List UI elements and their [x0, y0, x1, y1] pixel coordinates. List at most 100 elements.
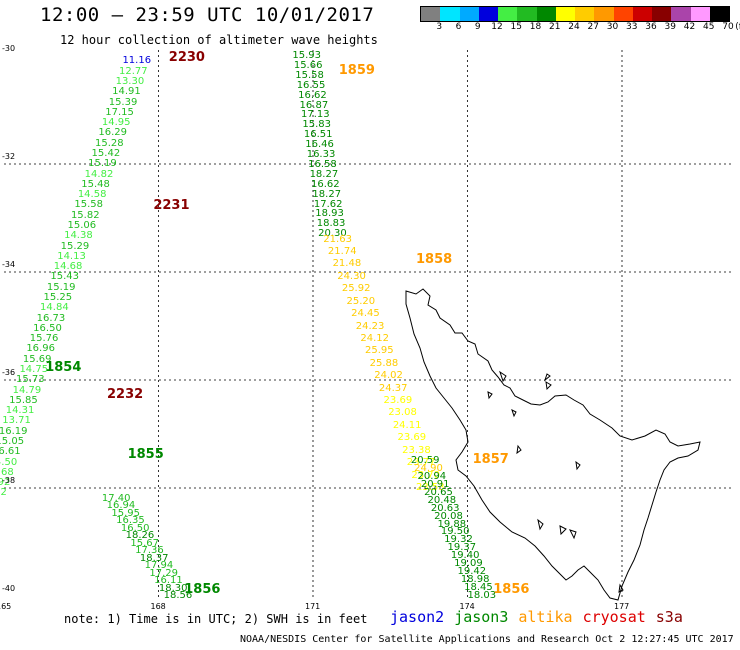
wave-height-label: 23.08: [388, 407, 417, 419]
wave-height-label: 20.08: [434, 510, 463, 522]
wave-height-label: 17.13: [300, 109, 330, 121]
wave-height-label: 13.72: [0, 487, 7, 499]
wave-height-label: 25.20: [346, 295, 376, 307]
longitude-tick: 168: [150, 602, 166, 611]
wave-height-label: 15.48: [81, 178, 110, 190]
colorbar-label: 70: [722, 22, 734, 32]
wave-height-label: 15.19: [88, 158, 117, 170]
wave-height-label: 14.13: [57, 250, 86, 262]
wave-height-label: 18.45: [464, 582, 493, 594]
wave-height-label: 19.37: [447, 542, 477, 554]
legend-jason3: jason3: [454, 608, 509, 626]
latitude-tick: -40: [2, 584, 16, 593]
wave-height-label: 20.65: [424, 486, 453, 498]
wave-height-label: 11.16: [122, 55, 152, 67]
wave-height-label: 24.90: [414, 462, 443, 474]
colorbar-label: 45: [703, 22, 715, 32]
legend-jason2: jason2: [390, 608, 445, 626]
colorbar-label: 18: [529, 22, 542, 32]
wave-height-label: 14.84: [40, 302, 69, 314]
colorbar-swatch: [440, 7, 460, 21]
wave-height-label: 16.96: [26, 343, 55, 355]
wave-height-label: 24.45: [351, 308, 380, 320]
wave-height-label: 14.82: [84, 168, 114, 180]
satellite-legend: jason2 jason3 altika cryosat s3a: [390, 608, 693, 626]
wave-height-label: 16.35: [116, 515, 145, 527]
wave-height-label: 24.30: [337, 270, 366, 282]
pass-time-label: 2230: [168, 49, 205, 65]
wave-height-label: 24.11: [392, 419, 422, 431]
wave-height-label: 15.39: [108, 96, 138, 108]
wave-height-label: 18.83: [316, 218, 346, 230]
wave-height-label: 15.29: [60, 240, 90, 252]
pass-time-label: 2232: [107, 387, 144, 403]
wave-height-label: 18.93: [315, 208, 344, 220]
wave-height-label: 13.92: [0, 477, 11, 489]
wave-height-label: 16.29: [98, 127, 128, 139]
legend-altika: altika: [518, 608, 573, 626]
colorbar-swatch: [517, 7, 537, 21]
wave-height-label: 20.91: [420, 478, 450, 490]
colorbar-label: 33: [626, 22, 638, 32]
wave-height-label: 23.70: [411, 469, 440, 481]
wave-height-label: 15.95: [111, 507, 140, 519]
wave-height-label: 15.19: [46, 281, 76, 293]
wave-height-label: 14.95: [101, 117, 131, 129]
legend-s3a: s3a: [655, 608, 683, 626]
wave-height-label: 24.02: [374, 370, 403, 382]
wave-height-label: 14.75: [19, 363, 49, 375]
wave-height-label: 14.50: [0, 456, 18, 468]
wave-height-label: 15.58: [74, 199, 104, 211]
colorbar-swatch: [478, 7, 498, 21]
wave-height-label: 16.62: [298, 89, 327, 101]
wave-height-label: 18.26: [125, 530, 155, 542]
wave-height-label: 16.87: [299, 99, 329, 111]
wave-height-label: 15.69: [22, 353, 52, 365]
page-title: 12:00 – 23:59 UTC 10/01/2017: [40, 4, 375, 26]
wave-height-label: 15.42: [91, 147, 121, 159]
latitude-tick: -30: [2, 44, 16, 53]
longitude-tick: 174: [459, 602, 475, 611]
wave-height-label: 15.82: [70, 209, 100, 221]
wave-height-label: 16.51: [303, 129, 333, 141]
wave-height-label: 15.58: [295, 69, 324, 81]
colorbar-swatch: [594, 7, 614, 21]
wave-height-label: 25.88: [369, 357, 399, 369]
wave-height-label: 15.76: [29, 333, 59, 345]
wave-height-label: 24.37: [378, 382, 408, 394]
colorbar-swatch: [498, 7, 518, 21]
wave-height-label: 20.59: [410, 455, 440, 466]
wave-height-label: 15.66: [293, 59, 323, 71]
wave-height-label: 12.77: [119, 65, 148, 77]
wave-height-label: 18.98: [460, 574, 490, 586]
latitude-tick: -36: [2, 368, 16, 377]
wave-height-label: 14.91: [112, 86, 141, 98]
colorbar-swatch: [555, 7, 575, 21]
wave-height-label: 14.68: [53, 261, 83, 273]
colorbar-swatch: [690, 7, 710, 21]
wave-height-label: 15.05: [0, 435, 25, 447]
colorbar-swatch: [652, 7, 672, 21]
coastal-islands: [487, 370, 624, 593]
wave-height-label: 16.55: [296, 79, 326, 91]
wave-height-label: 20.30: [318, 228, 347, 240]
wave-height-label: 24.23: [355, 320, 385, 332]
longitude-tick: 171: [305, 602, 321, 611]
wave-height-label: 16.50: [120, 522, 150, 534]
colorbar-label: 42: [683, 22, 696, 32]
pass-time-label: 1857: [472, 452, 509, 467]
pass-time-label: 2231: [153, 198, 190, 214]
wave-height-label: 15.25: [43, 291, 73, 303]
wave-height-label: 19.42: [457, 566, 487, 578]
wave-height-label: 23.38: [402, 444, 431, 456]
wave-height-label: 21.74: [327, 246, 357, 258]
wave-height-label: 20.63: [430, 502, 460, 514]
colorbar-label: 39: [664, 22, 676, 32]
colorbar-swatch: [575, 7, 595, 21]
wave-height-label: 14.79: [12, 384, 42, 396]
colorbar-label: 15: [510, 22, 522, 32]
wave-height-label: 16.62: [310, 178, 340, 190]
wave-height-label: 15.93: [292, 50, 322, 61]
colorbar-swatch: [613, 7, 633, 21]
colorbar-label: 9: [474, 22, 481, 32]
